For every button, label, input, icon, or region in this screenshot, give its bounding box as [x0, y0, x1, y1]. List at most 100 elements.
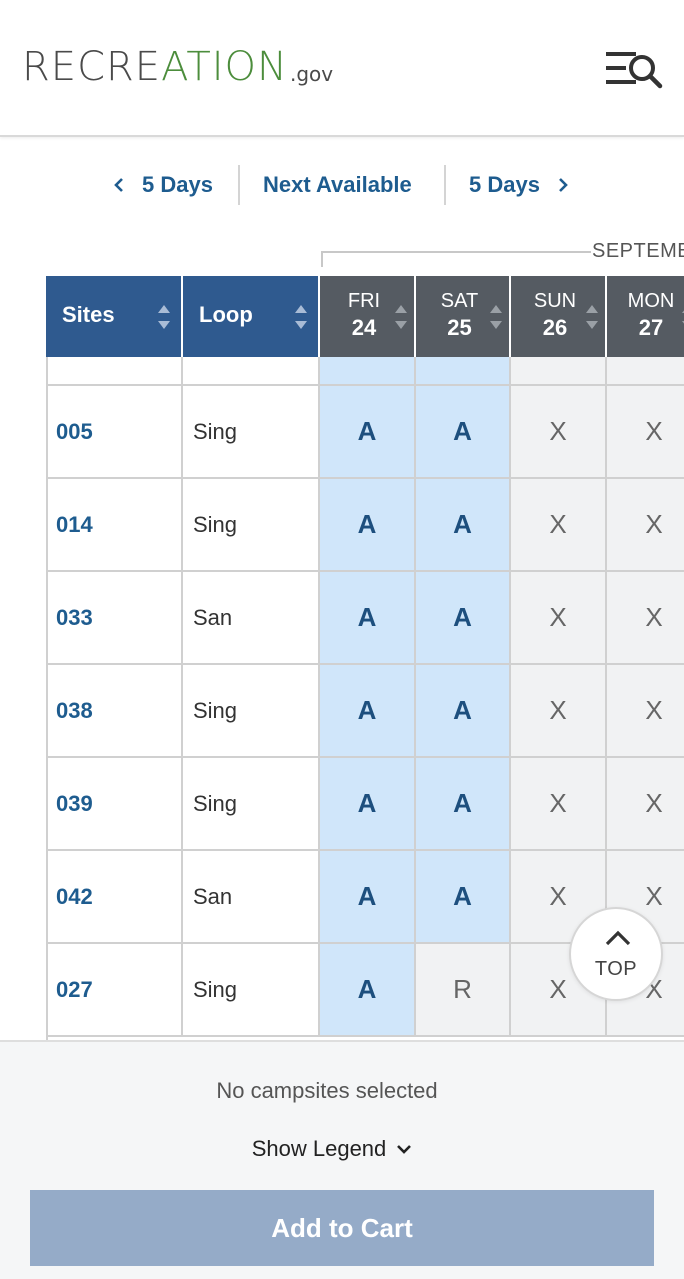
availability-cell: [416, 357, 511, 386]
availability-cell[interactable]: A: [416, 479, 511, 572]
availability-cell: X: [607, 665, 684, 758]
availability-cell: X: [607, 572, 684, 665]
day-number: 26: [542, 315, 568, 340]
loop-cell: Sing: [183, 479, 320, 572]
table-row: [46, 357, 684, 386]
table-row: 042 San A A X X: [46, 851, 684, 944]
availability-cell[interactable]: A: [416, 851, 511, 944]
availability-cell[interactable]: A: [320, 758, 416, 851]
availability-cell[interactable]: A: [320, 479, 416, 572]
grid-border: [46, 357, 48, 1041]
loop-cell: Sing: [183, 386, 320, 479]
site-header: RECREATION .gov: [0, 0, 684, 137]
site-link[interactable]: 014: [46, 479, 183, 572]
table-row: 005 Sing A A X X: [46, 386, 684, 479]
availability-cell[interactable]: A: [416, 758, 511, 851]
availability-cell[interactable]: A: [416, 386, 511, 479]
availability-cell[interactable]: A: [416, 572, 511, 665]
selection-status: No campsites selected: [216, 1078, 438, 1103]
availability-cell: X: [511, 758, 607, 851]
column-header-loop[interactable]: Loop: [183, 276, 320, 357]
sort-icon: [586, 305, 598, 329]
availability-cell: [511, 357, 607, 386]
add-to-cart-button[interactable]: Add to Cart: [30, 1190, 654, 1266]
nav-divider: [444, 165, 446, 205]
availability-cell: X: [607, 758, 684, 851]
column-header-day[interactable]: SUN 26: [511, 276, 607, 357]
site-link[interactable]: 039: [46, 758, 183, 851]
availability-cell: X: [511, 665, 607, 758]
back-to-top-label: TOP: [594, 958, 638, 980]
availability-grid: Sites Loop FRI 24 SAT 25 SUN 26 MON 27 0…: [46, 276, 684, 1041]
table-row: 039 Sing A A X X: [46, 758, 684, 851]
logo-wordmark: RECREATION: [22, 44, 288, 90]
next-5-days-button[interactable]: 5 Days: [469, 165, 570, 205]
day-name: MON: [627, 290, 675, 312]
menu-search-icon[interactable]: [604, 48, 664, 92]
availability-cell: X: [607, 479, 684, 572]
sort-icon: [490, 305, 502, 329]
day-number: 25: [447, 315, 472, 340]
loop-cell: Sing: [183, 758, 320, 851]
previous-5-days-label: 5 Days: [142, 172, 213, 197]
loop-cell: San: [183, 572, 320, 665]
chevron-right-icon: [559, 178, 568, 192]
month-bracket: [321, 251, 591, 267]
availability-cell[interactable]: A: [320, 944, 416, 1037]
next-available-label: Next Available: [263, 172, 412, 197]
table-row: 014 Sing A A X X: [46, 479, 684, 572]
recreation-gov-logo[interactable]: RECREATION .gov: [22, 44, 333, 90]
loop-cell: Sing: [183, 944, 320, 1037]
day-number: 24: [351, 315, 377, 340]
availability-cell[interactable]: A: [320, 851, 416, 944]
sort-icon: [295, 305, 307, 329]
date-navigation: 5 Days Next Available 5 Days: [0, 165, 684, 205]
logo-gov-suffix: .gov: [289, 62, 334, 86]
column-header-day[interactable]: SAT 25: [416, 276, 511, 357]
availability-cell: [607, 357, 684, 386]
availability-cell: X: [511, 479, 607, 572]
availability-cell[interactable]: A: [320, 665, 416, 758]
day-name: FRI: [347, 290, 381, 312]
day-number: 27: [638, 315, 664, 340]
availability-cell: R: [416, 944, 511, 1037]
column-header-label: Sites: [62, 302, 115, 327]
sort-icon: [395, 305, 407, 329]
column-header-day[interactable]: MON 27: [607, 276, 684, 357]
chevron-left-icon: [114, 178, 123, 192]
site-cell: [46, 357, 183, 386]
availability-cell: [320, 357, 416, 386]
previous-5-days-button[interactable]: 5 Days: [112, 165, 213, 205]
column-header-label: Loop: [199, 302, 253, 327]
loop-cell: San: [183, 851, 320, 944]
loop-cell: [183, 357, 320, 386]
availability-cell[interactable]: A: [416, 665, 511, 758]
table-row: 038 Sing A A X X: [46, 665, 684, 758]
availability-cell[interactable]: A: [320, 386, 416, 479]
availability-cell: X: [511, 851, 607, 944]
chevron-up-icon: [605, 930, 631, 946]
month-label: SEPTEMB: [592, 240, 684, 262]
availability-cell: X: [511, 572, 607, 665]
column-header-sites[interactable]: Sites: [46, 276, 183, 357]
availability-cell: X: [607, 386, 684, 479]
site-link[interactable]: 038: [46, 665, 183, 758]
availability-cell: X: [511, 386, 607, 479]
column-header-day[interactable]: FRI 24: [320, 276, 416, 357]
table-row: 033 San A A X X: [46, 572, 684, 665]
show-legend-toggle[interactable]: Show Legend: [0, 1136, 684, 1162]
next-5-days-label: 5 Days: [469, 172, 540, 197]
chevron-down-icon: [397, 1145, 412, 1154]
show-legend-label: Show Legend: [251, 1136, 387, 1161]
site-link[interactable]: 005: [46, 386, 183, 479]
availability-cell[interactable]: A: [320, 572, 416, 665]
back-to-top-button[interactable]: TOP: [569, 907, 663, 1001]
site-link[interactable]: 042: [46, 851, 183, 944]
selection-footer: No campsites selected Show Legend Add to…: [0, 1040, 684, 1279]
day-name: SUN: [533, 290, 577, 312]
loop-cell: Sing: [183, 665, 320, 758]
next-available-button[interactable]: Next Available: [263, 165, 412, 205]
site-link[interactable]: 027: [46, 944, 183, 1037]
nav-divider: [238, 165, 240, 205]
site-link[interactable]: 033: [46, 572, 183, 665]
